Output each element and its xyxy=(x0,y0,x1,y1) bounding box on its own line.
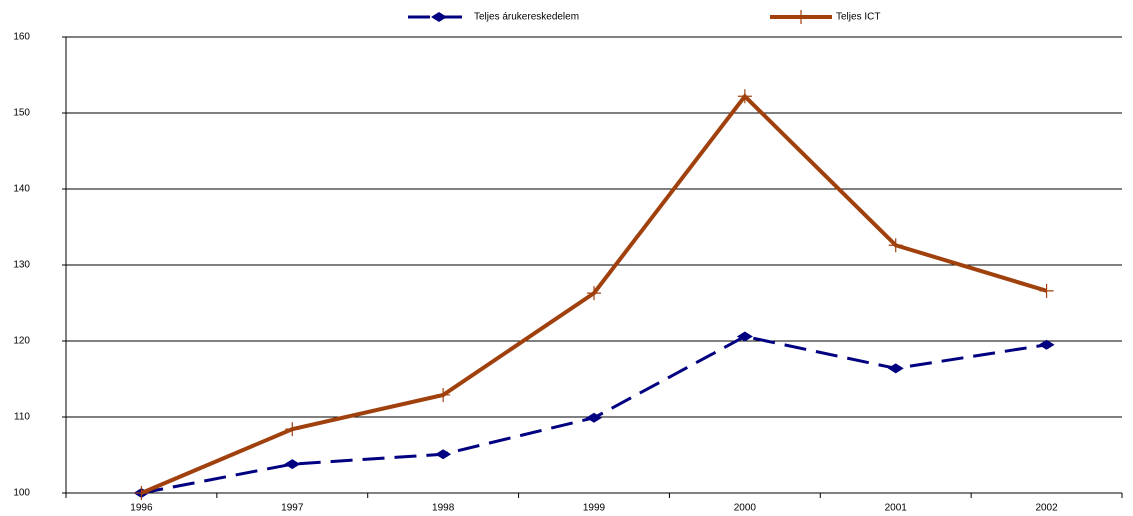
legend-label: Teljes árukereskedelem xyxy=(474,12,579,23)
x-tick-label: 2002 xyxy=(1035,503,1058,514)
data-point xyxy=(888,238,903,253)
y-tick-label: 150 xyxy=(13,108,30,119)
legend-marker xyxy=(794,10,808,24)
x-tick-label: 2000 xyxy=(734,503,757,514)
data-point xyxy=(1038,339,1055,350)
data-point xyxy=(587,286,601,301)
legend-label: Teljes ICT xyxy=(836,12,880,23)
data-point xyxy=(736,331,753,342)
x-tick-label: 2001 xyxy=(885,503,908,514)
x-tick-label: 1998 xyxy=(432,503,455,514)
y-tick-label: 130 xyxy=(13,260,30,271)
data-point xyxy=(285,422,300,437)
data-point xyxy=(134,486,149,500)
legend-marker xyxy=(431,12,447,22)
data-point xyxy=(887,363,904,374)
data-point xyxy=(435,449,452,460)
data-point xyxy=(737,89,752,104)
y-tick-label: 110 xyxy=(14,412,30,423)
y-tick-label: 140 xyxy=(13,184,30,195)
y-tick-label: 160 xyxy=(13,32,30,43)
y-tick-label: 100 xyxy=(13,488,30,499)
x-tick-label: 1997 xyxy=(281,503,304,514)
x-tick-label: 1996 xyxy=(130,503,153,514)
data-point xyxy=(436,387,451,402)
x-tick-label: 1999 xyxy=(583,503,606,514)
y-tick-label: 120 xyxy=(13,336,30,347)
data-point xyxy=(586,412,602,423)
data-point xyxy=(1039,283,1054,298)
data-point xyxy=(284,459,301,470)
